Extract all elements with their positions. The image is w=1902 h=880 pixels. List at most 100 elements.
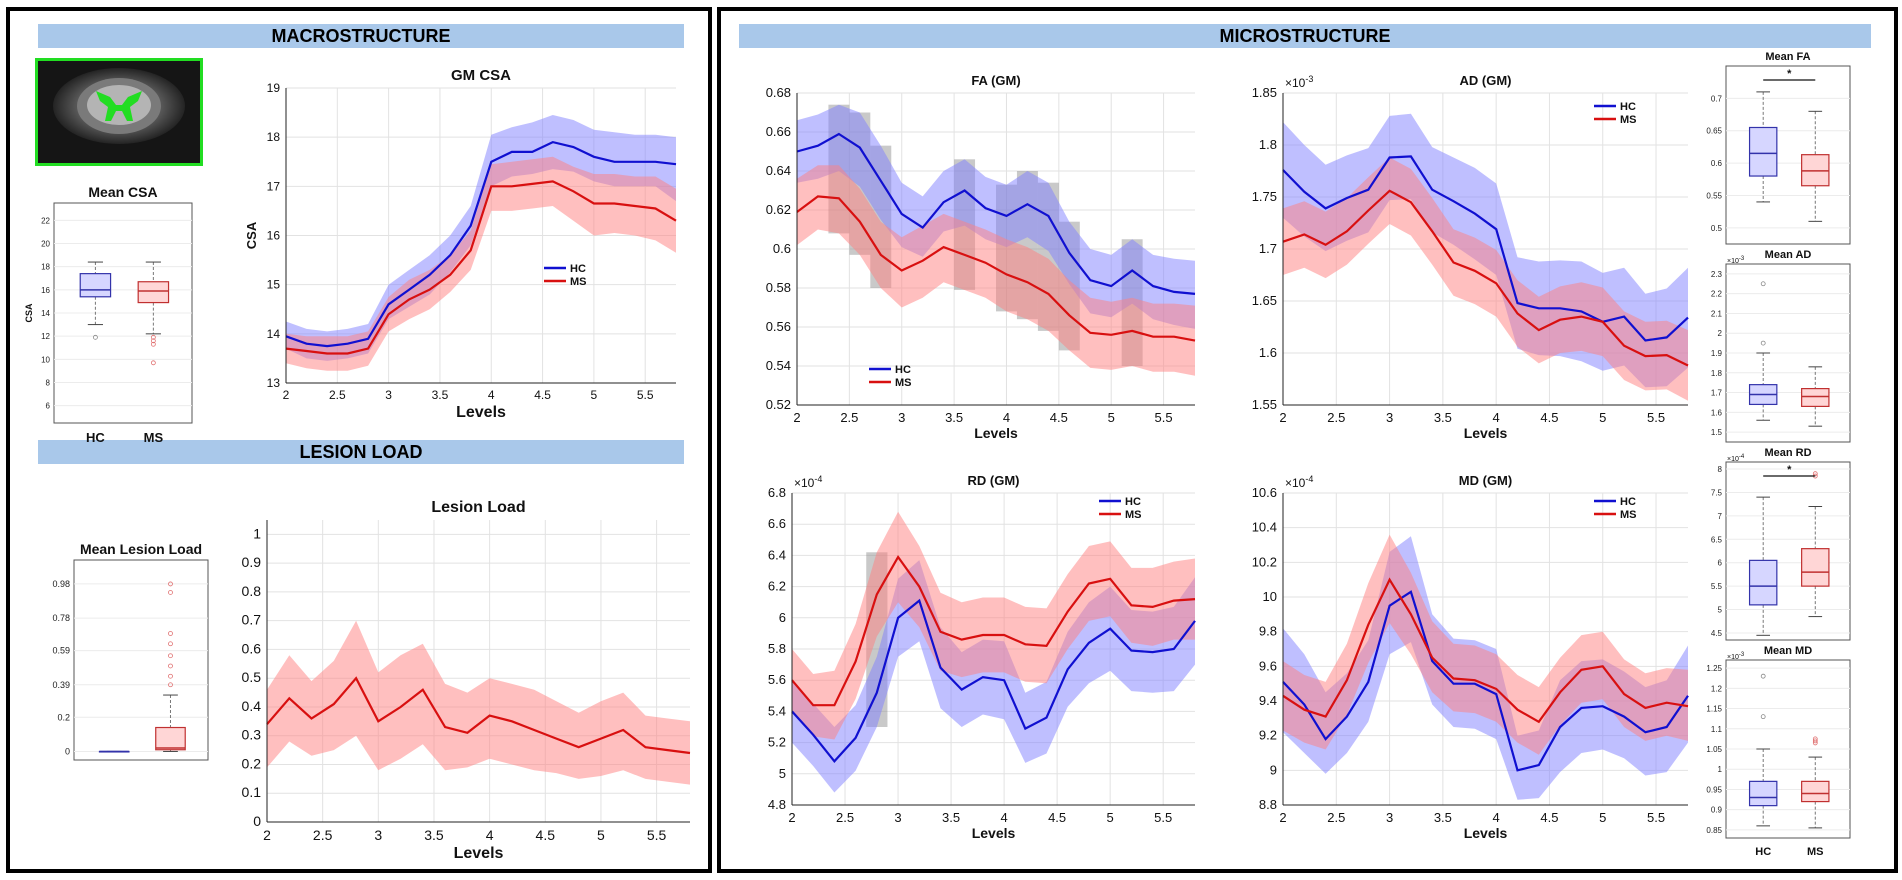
legend-label-ms: MS: [1620, 114, 1637, 126]
boxplot-title: Mean RD: [1764, 447, 1811, 459]
axis-exponent: ×10-3: [1727, 652, 1745, 661]
gray-matter-butterfly: [96, 91, 142, 121]
x-tick-label: 5: [1599, 410, 1606, 425]
y-tick-label: 5.8: [768, 641, 786, 656]
hc-outlier: [1760, 673, 1766, 679]
y-tick-label: 16: [267, 229, 281, 243]
axis-exponent-power: -3: [1305, 74, 1313, 84]
y-tick-label: 0.2: [242, 755, 262, 771]
spinal-cord-mri-drawing: [38, 61, 200, 163]
ms-series-line: [285, 180, 677, 355]
y-tick-label: 5: [1718, 606, 1723, 615]
y-tick-label: 4.5: [1711, 629, 1723, 638]
y-tick-label: 9.8: [1259, 624, 1277, 639]
y-tick-label: 4.8: [768, 797, 786, 812]
y-tick-label: 0.5: [242, 669, 262, 685]
y-tick-label: 8: [46, 378, 51, 387]
hc-outlier: [93, 334, 98, 340]
lesion-load-banner: LESION LOAD: [38, 440, 684, 464]
x-tick-label: 5.5: [1155, 410, 1173, 425]
hc-series-line: [796, 132, 1196, 295]
y-tick-label: 0.9: [242, 554, 262, 570]
boxplot-title: Mean CSA: [88, 184, 157, 200]
hc-series-line: [791, 598, 1196, 763]
y-tick-label: 1: [253, 525, 261, 541]
chart-title: AD (GM): [1460, 73, 1512, 88]
y-tick-label: 16: [41, 286, 50, 295]
boxplot-title: Mean AD: [1765, 249, 1812, 261]
x-tick-label: 3.5: [432, 388, 449, 402]
x-tick-label: 4.5: [1540, 810, 1558, 825]
x-tick-label: 3.5: [424, 827, 444, 843]
axis-exponent: ×10-4: [1727, 454, 1745, 463]
y-tick-label: 10.2: [1252, 554, 1277, 569]
y-tick-label: 17: [267, 179, 281, 193]
ms-outlier: [168, 682, 173, 688]
y-tick-label: 5.6: [768, 672, 786, 687]
hc-confidence-band: [286, 115, 676, 361]
y-tick-label: 0.2: [57, 712, 70, 722]
y-tick-label: 0.6: [1711, 159, 1723, 168]
rd-gm-chart: 2 2.5 3 3.5 4 4.5 5 5.5 4.8 5 5.2 5.4 5.6 5.8 6 6.2 6.4 6…: [768, 473, 1196, 841]
y-tick-label: 0.58: [766, 280, 791, 295]
y-tick-label: 1.9: [1711, 349, 1723, 358]
y-tick-label: 2.3: [1711, 270, 1723, 279]
x-tick-label: 2: [793, 410, 800, 425]
mean-fa-boxplot: 0.5 0.55 0.6 0.65 0.7 Mean FA *: [1706, 51, 1851, 245]
hc-series-line: [285, 140, 677, 348]
x-tick-label: 5: [1108, 410, 1115, 425]
y-tick-label: 0.68: [766, 85, 791, 100]
ms-box: [137, 281, 170, 304]
ms-series-line: [796, 195, 1196, 342]
hc-series-line: [1282, 155, 1689, 342]
plot-area: [1725, 461, 1851, 641]
ms-confidence-band: [1283, 157, 1688, 401]
x-tick-label: 4.5: [1048, 810, 1066, 825]
x-axis-label: Levels: [972, 825, 1016, 841]
chart-title: MD (GM): [1459, 473, 1512, 488]
x-tick-label: 5.5: [1647, 810, 1665, 825]
x-tick-label: 2.5: [840, 410, 858, 425]
x-tick-label: 4: [1493, 410, 1500, 425]
y-tick-label: 0.39: [52, 680, 70, 690]
legend-label-hc: HC: [570, 263, 586, 275]
x-tick-label: 5: [591, 388, 598, 402]
axis-exponent: ×10-4: [794, 474, 822, 490]
ms-series-line: [266, 676, 691, 755]
x-tick-label: 4.5: [1540, 410, 1558, 425]
boxplot-title: Mean MD: [1764, 645, 1812, 657]
ms-series-line: [791, 554, 1196, 707]
y-tick-label: 0.5: [1711, 224, 1723, 233]
mean-ad-boxplot: 1.5 1.6 1.7 1.8 1.9 2 2.1 2.2 2.3 Mean AD ×10-3: [1711, 249, 1851, 443]
ad-gm-chart: 2 2.5 3 3.5 4 4.5 5 5.5 1.55 1.6 1.65 1.7 1.75 1.8 1.8…: [1252, 73, 1689, 441]
plot-area: [1725, 65, 1851, 245]
y-tick-label: 0.62: [766, 202, 791, 217]
x-tick-label: 3: [898, 410, 905, 425]
y-tick-label: 20: [41, 240, 50, 249]
y-tick-label: 0.52: [766, 397, 791, 412]
legend-label-ms: MS: [1125, 509, 1142, 521]
y-tick-label: 6: [46, 402, 51, 411]
y-tick-label: 9.2: [1259, 728, 1277, 743]
ms-outlier: [1812, 736, 1818, 742]
x-tick-label: 3.5: [1434, 810, 1452, 825]
y-tick-label: 1.75: [1252, 189, 1277, 204]
hc-confidence-band: [797, 104, 1195, 329]
y-tick-label: 10.6: [1252, 485, 1277, 500]
ms-confidence-band: [797, 165, 1195, 376]
y-tick-label: 2.2: [1711, 290, 1723, 299]
category-label-hc: HC: [86, 430, 105, 445]
y-tick-label: 1.6: [1711, 408, 1723, 417]
plot-area: [73, 559, 209, 761]
y-tick-label: 6.8: [768, 485, 786, 500]
microstructure-banner: MICROSTRUCTURE: [739, 24, 1871, 48]
ms-confidence-band: [792, 511, 1195, 740]
x-tick-label: 3.5: [945, 410, 963, 425]
x-tick-label: 3.5: [1434, 410, 1452, 425]
y-tick-label: 0.8: [242, 583, 262, 599]
y-tick-label: 6.4: [768, 547, 786, 562]
legend-label-hc: HC: [1125, 496, 1141, 508]
ms-outlier: [1812, 471, 1818, 477]
y-tick-label: 0.9: [1711, 806, 1723, 815]
y-tick-label: 0: [65, 746, 70, 756]
